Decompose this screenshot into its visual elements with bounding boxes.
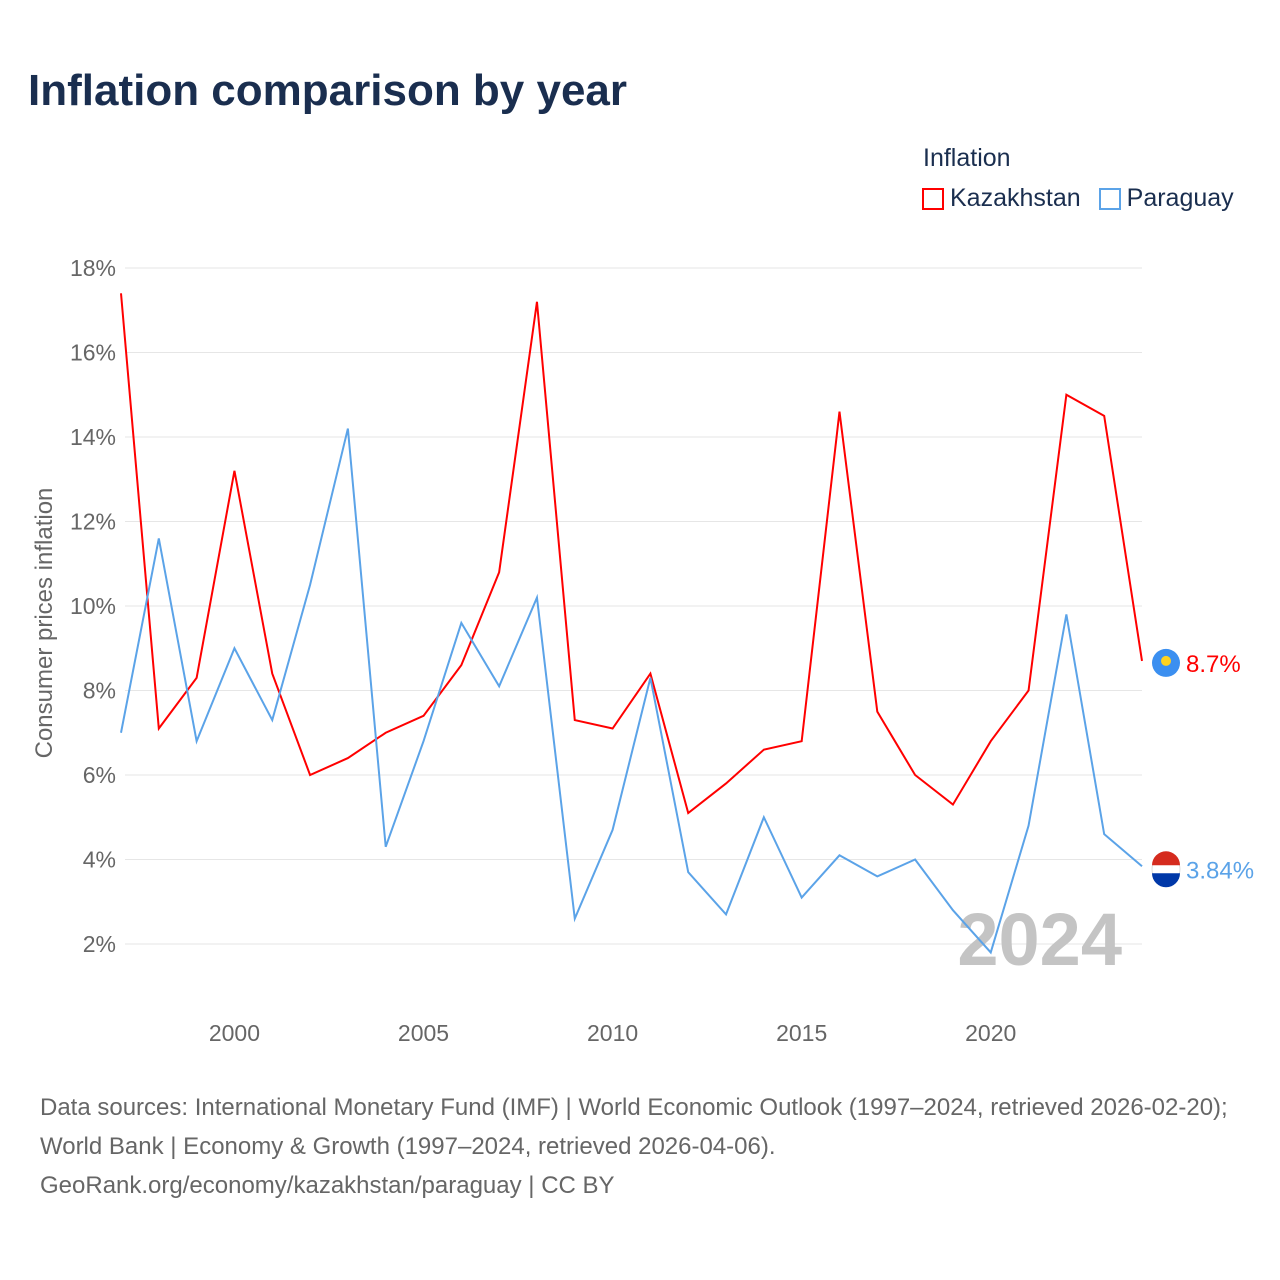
legend-item-paraguay[interactable]: Paraguay xyxy=(1098,184,1234,213)
y-tick-label: 12% xyxy=(70,509,116,535)
paraguay-flag-red-icon xyxy=(1152,851,1181,866)
y-tick-label: 2% xyxy=(83,931,116,957)
kazakhstan-flag-sun-icon xyxy=(1161,655,1171,666)
end-value-label-kazakhstan: 8.7% xyxy=(1186,651,1241,678)
y-tick-label: 16% xyxy=(70,340,116,366)
y-tick-label: 14% xyxy=(70,424,116,450)
x-tick-label: 2020 xyxy=(965,1020,1016,1046)
legend-item-kazakhstan[interactable]: Kazakhstan xyxy=(922,184,1081,213)
legend-swatch-kazakhstan xyxy=(922,187,944,210)
footer: Data sources: International Monetary Fun… xyxy=(40,1088,1250,1205)
end-value-label-paraguay: 3.84% xyxy=(1186,857,1254,884)
legend-title: Inflation xyxy=(923,144,1011,172)
legend-label: Paraguay xyxy=(1126,184,1234,212)
year-watermark: 2024 xyxy=(957,898,1122,981)
source-url: GeoRank.org/economy/kazakhstan/paraguay … xyxy=(40,1172,615,1199)
x-tick-label: 2005 xyxy=(398,1020,449,1046)
y-tick-label: 6% xyxy=(83,762,116,788)
chart-title: Inflation comparison by year xyxy=(28,66,628,115)
y-tick-label: 4% xyxy=(83,847,116,873)
x-tick-label: 2015 xyxy=(776,1020,827,1046)
x-tick-label: 2010 xyxy=(587,1020,638,1046)
legend-swatch-paraguay xyxy=(1098,187,1121,210)
line-chart: 2% 4% 6% 8% 10% 12% 14% 16% 18% 2000 2005 2010 2015 2… xyxy=(31,255,1254,1046)
y-tick-label: 10% xyxy=(70,593,116,619)
y-axis-label: Consumer prices inflation xyxy=(31,488,58,759)
legend-label: Kazakhstan xyxy=(950,184,1081,212)
y-tick-label: 8% xyxy=(83,678,116,704)
data-sources: Data sources: International Monetary Fun… xyxy=(40,1094,1228,1160)
y-tick-label: 18% xyxy=(70,255,116,281)
paraguay-flag-blue-icon xyxy=(1152,873,1181,888)
series-line-paraguay xyxy=(120,428,1143,955)
series-line-kazakhstan xyxy=(120,293,1143,815)
legend: Kazakhstan Paraguay xyxy=(922,184,1234,213)
x-tick-label: 2000 xyxy=(209,1020,260,1046)
